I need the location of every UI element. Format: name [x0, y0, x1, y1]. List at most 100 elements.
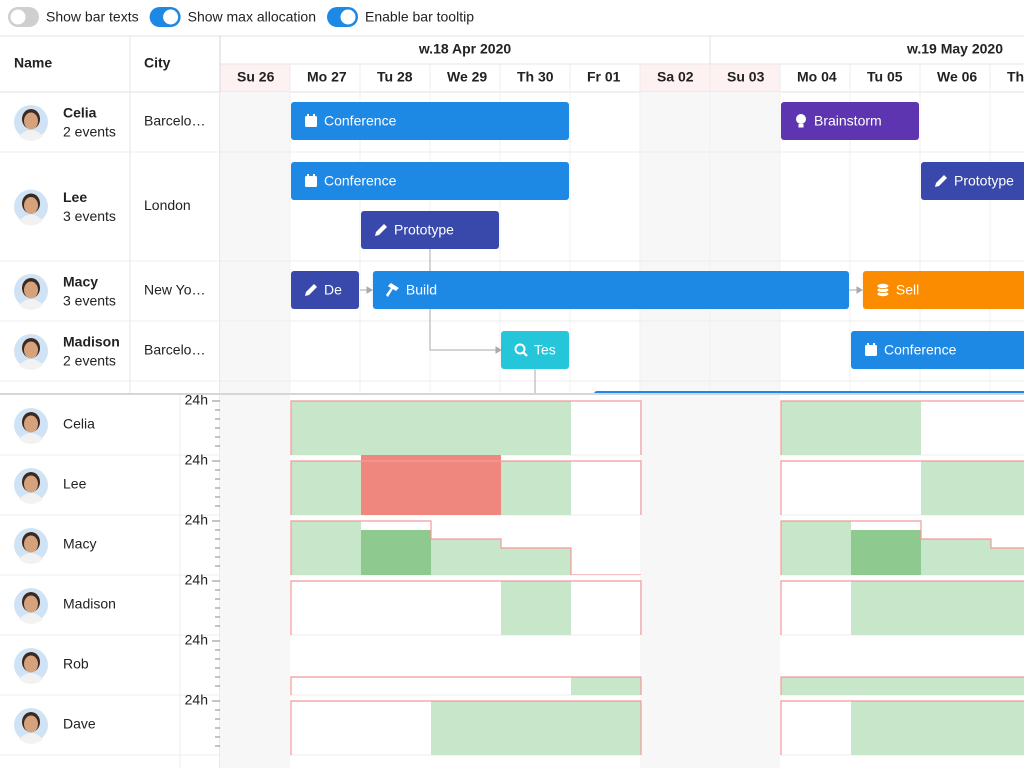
allocation-bar: [501, 461, 571, 515]
allocation-bar: [991, 461, 1024, 515]
event-bar[interactable]: [851, 331, 1024, 369]
max-allocation-line: [290, 520, 641, 575]
day-label: Mo 04: [797, 69, 837, 85]
resource-city: Barcelo…: [144, 342, 205, 358]
event-name: Conference: [884, 342, 957, 358]
avatar-body: [19, 613, 43, 624]
event-layer: Conference Brainstorm Conference Prototype P…: [291, 102, 1024, 429]
allocation-bar: [851, 581, 921, 635]
allocation-bar: [851, 401, 921, 455]
event-content: Sell: [876, 282, 919, 298]
event[interactable]: Sell: [862, 271, 1024, 309]
event-name: De: [324, 282, 342, 298]
allocation-bar: [851, 677, 921, 695]
event[interactable]: Prototype: [921, 162, 1024, 200]
allocation-bar: [291, 461, 361, 515]
event-bar[interactable]: [862, 271, 1024, 309]
icon: [935, 175, 947, 187]
avatar-body: [19, 553, 43, 564]
allocation-bar: [291, 401, 361, 455]
event-name: Conference: [324, 113, 397, 129]
weekend-header: [710, 64, 780, 92]
toggle-label[interactable]: Show max allocation: [188, 9, 316, 25]
allocation-bar: [571, 677, 641, 695]
resource-name: Dave: [63, 716, 96, 732]
icon: [375, 224, 387, 236]
event-bar[interactable]: [361, 211, 499, 249]
event[interactable]: Brainstorm: [781, 102, 919, 140]
axis-label: 24h: [185, 452, 208, 468]
icon: [305, 116, 317, 127]
resource-events: 3 events: [63, 208, 116, 224]
toggle-label[interactable]: Enable bar tooltip: [365, 9, 474, 25]
event[interactable]: Conference: [291, 162, 569, 200]
event-content: Conference: [865, 342, 957, 358]
event-bar[interactable]: [781, 102, 919, 140]
event[interactable]: Conference: [851, 331, 1024, 369]
resource-events: 2 events: [63, 353, 116, 369]
event-name: Conference: [324, 173, 397, 189]
event-bar-partial[interactable]: [594, 391, 1024, 429]
day-label: Tu 05: [867, 69, 903, 85]
column-header[interactable]: City: [144, 55, 171, 71]
allocation-bar: [361, 530, 431, 575]
toggle[interactable]: Enable bar tooltip: [327, 7, 474, 27]
event[interactable]: Conference: [291, 102, 569, 140]
avatar-body: [19, 493, 43, 504]
icon: [313, 174, 315, 177]
toggle-label[interactable]: Show bar texts: [46, 9, 139, 25]
event[interactable]: De: [291, 271, 359, 309]
event-bar[interactable]: [291, 271, 359, 309]
icon: [796, 114, 806, 124]
toggle-knob[interactable]: [163, 9, 179, 25]
event[interactable]: Tes: [501, 331, 569, 369]
event-bar[interactable]: [291, 102, 569, 140]
allocation-bar: [291, 521, 361, 575]
toggle-knob[interactable]: [10, 9, 26, 25]
max-allocation-line: [780, 676, 1024, 695]
avatar-body: [19, 359, 43, 370]
histogram-row: [290, 676, 1024, 695]
avatar-body: [19, 130, 43, 141]
icon: [876, 282, 890, 289]
event-content: De: [305, 282, 342, 298]
histogram: [220, 395, 1024, 768]
resource-events: 2 events: [63, 124, 116, 140]
column-header[interactable]: Name: [14, 55, 52, 71]
avatar-face: [24, 281, 38, 299]
event-bar[interactable]: [291, 162, 569, 200]
axis-label: 24h: [185, 512, 208, 528]
day-label: Su 26: [237, 69, 275, 85]
icon: [305, 176, 317, 187]
histogram-row: [290, 700, 1024, 755]
event[interactable]: Build: [372, 271, 849, 309]
day-label: We 06: [937, 69, 977, 85]
icon: [514, 343, 526, 355]
allocation-bar: [361, 455, 431, 515]
toggle[interactable]: Show max allocation: [149, 7, 316, 27]
event-bar[interactable]: [501, 331, 569, 369]
day-label: Th 30: [517, 69, 554, 85]
weekend-column: [640, 395, 710, 768]
allocation-bar: [361, 401, 431, 455]
day-label: Sa 02: [657, 69, 694, 85]
event-content: Tes: [514, 342, 556, 358]
event-bar[interactable]: [372, 271, 849, 309]
resource-name: Celia: [63, 416, 95, 432]
toggle-knob[interactable]: [340, 9, 356, 25]
dependency-arrow: [856, 286, 863, 294]
event-bar[interactable]: [921, 162, 1024, 200]
resource-city: Barcelo…: [144, 113, 205, 129]
event[interactable]: Prototype: [361, 211, 499, 249]
max-allocation-line: [780, 580, 1024, 635]
toggle[interactable]: Show bar texts: [8, 7, 139, 27]
avatar-body: [19, 299, 43, 310]
day-label: We 29: [447, 69, 487, 85]
allocation-bar: [921, 677, 991, 695]
icon: [307, 114, 309, 117]
event-name: Prototype: [394, 222, 454, 238]
dependency-arrow: [366, 286, 373, 294]
avatar-body: [19, 214, 43, 226]
allocation-bar: [921, 701, 991, 755]
